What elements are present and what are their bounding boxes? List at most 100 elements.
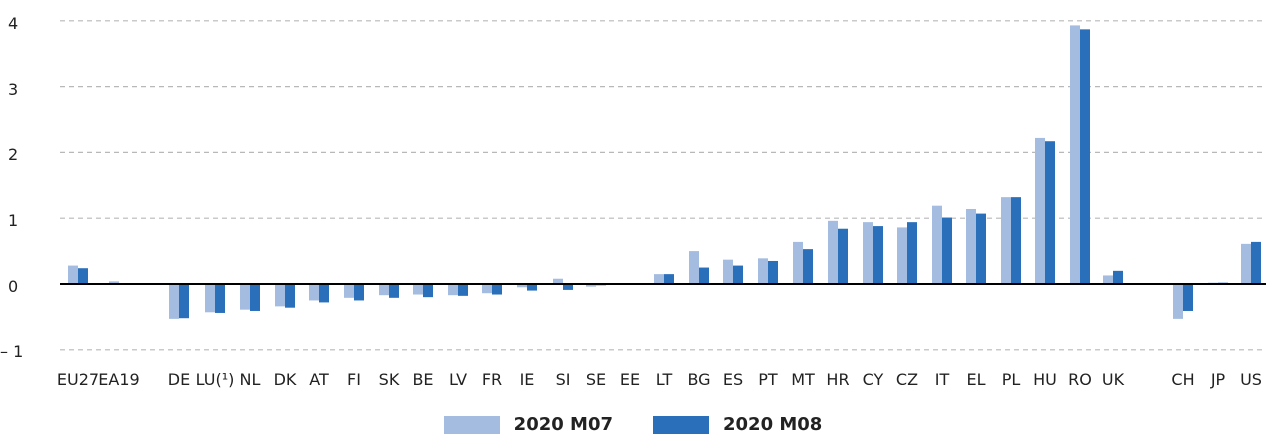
bar-m07-el bbox=[966, 208, 976, 284]
x-tick-label: CY bbox=[863, 370, 884, 389]
y-tick-label: – 1 bbox=[0, 342, 23, 361]
bar-m08-lt bbox=[664, 274, 674, 284]
bar-m07-sk bbox=[379, 284, 389, 296]
bar-m07-ie bbox=[517, 284, 527, 288]
bar-m07-si bbox=[553, 278, 563, 284]
x-tick-label: EE bbox=[620, 370, 640, 389]
bar-m07-ro bbox=[1070, 25, 1080, 284]
x-tick-label: SK bbox=[379, 370, 400, 389]
bar-m08-cz bbox=[907, 222, 917, 284]
x-tick-label: BG bbox=[687, 370, 710, 389]
x-tick-label: LT bbox=[656, 370, 673, 389]
bar-m08-fi bbox=[354, 284, 364, 301]
x-tick-label: DE bbox=[168, 370, 190, 389]
bar-m07-lu bbox=[205, 284, 215, 313]
legend-item-m07: 2020 M07 bbox=[443, 414, 613, 435]
bar-m08-hr bbox=[838, 228, 848, 284]
x-tick-label: HU bbox=[1033, 370, 1057, 389]
bar-m07-ch bbox=[1173, 284, 1183, 319]
bar-m08-lu bbox=[215, 284, 225, 313]
bar-m08-ro bbox=[1080, 29, 1090, 284]
bar-m07-bg bbox=[689, 251, 699, 284]
x-tick-label: LV bbox=[449, 370, 467, 389]
x-axis-labels: EU27 EA19 DE LU(¹) NL DK AT FI SK BE LV FR IE SI SE EE L… bbox=[57, 370, 1262, 389]
legend: 2020 M07 2020 M08 bbox=[0, 414, 1266, 435]
bar-m08-hu bbox=[1045, 141, 1055, 284]
x-tick-label: FI bbox=[347, 370, 361, 389]
x-tick-label: IT bbox=[935, 370, 950, 389]
bar-m07-cz bbox=[897, 227, 907, 284]
bar-m08-fr bbox=[492, 284, 502, 295]
bar-m07-lv bbox=[448, 284, 458, 296]
legend-swatch-m08 bbox=[653, 415, 709, 434]
bar-m08-cy bbox=[873, 226, 883, 284]
bar-m07-hu bbox=[1035, 137, 1045, 284]
y-tick-label: 1 bbox=[8, 211, 18, 230]
bar-m08-pl bbox=[1011, 197, 1021, 284]
bar-m08-at bbox=[319, 284, 329, 303]
bar-m08-si bbox=[563, 284, 573, 290]
bar-m08-uk bbox=[1113, 270, 1123, 284]
bar-m08-pt bbox=[768, 260, 778, 284]
x-tick-label: EU27 bbox=[57, 370, 99, 389]
legend-label-m08: 2020 M08 bbox=[723, 414, 823, 435]
bar-m07-pl bbox=[1001, 197, 1011, 284]
bar-m08-mt bbox=[803, 249, 813, 284]
bar-m07-fr bbox=[482, 284, 492, 294]
x-tick-label: PL bbox=[1002, 370, 1021, 389]
bar-m08-nl bbox=[250, 284, 260, 311]
x-tick-label: BE bbox=[412, 370, 433, 389]
y-tick-label: 4 bbox=[8, 14, 18, 33]
bar-m07-hr bbox=[828, 220, 838, 284]
x-tick-label: RO bbox=[1068, 370, 1092, 389]
gridlines bbox=[60, 20, 1266, 351]
bar-m07-at bbox=[309, 284, 319, 301]
x-tick-label: CZ bbox=[896, 370, 918, 389]
bar-m07-pt bbox=[758, 258, 768, 284]
bar-m08-ie bbox=[527, 284, 537, 291]
y-axis: 4 3 2 1 0 – 1 bbox=[0, 14, 23, 361]
bar-m07-cy bbox=[863, 222, 873, 284]
y-tick-label: 0 bbox=[8, 277, 18, 296]
bar-m08-ch bbox=[1183, 284, 1193, 311]
legend-item-m08: 2020 M08 bbox=[653, 414, 822, 435]
x-tick-label: DK bbox=[274, 370, 297, 389]
bar-m07-es bbox=[723, 259, 733, 284]
legend-swatch-m07 bbox=[443, 415, 500, 434]
bar-m08-lv bbox=[458, 284, 468, 296]
x-tick-label: JP bbox=[1210, 370, 1226, 389]
x-tick-label: AT bbox=[309, 370, 329, 389]
bar-m07-be bbox=[413, 284, 423, 295]
bar-m07-de bbox=[169, 284, 179, 319]
bar-m08-es bbox=[733, 265, 743, 284]
bar-m08-bg bbox=[699, 267, 709, 284]
x-tick-label: FR bbox=[482, 370, 502, 389]
bar-m08-de bbox=[179, 284, 189, 319]
x-tick-label: CH bbox=[1171, 370, 1194, 389]
x-tick-label: SE bbox=[586, 370, 606, 389]
y-tick-label: 2 bbox=[8, 145, 18, 164]
bar-m08-be bbox=[423, 284, 433, 298]
x-tick-label: EL bbox=[966, 370, 985, 389]
bar-m08-it bbox=[942, 217, 952, 284]
x-tick-label: PT bbox=[758, 370, 778, 389]
bar-m07-fi bbox=[344, 284, 354, 298]
bar-m08-us bbox=[1251, 241, 1261, 284]
x-tick-label: LU(¹) bbox=[196, 370, 235, 389]
x-tick-label: ES bbox=[723, 370, 743, 389]
bar-m07-us bbox=[1241, 243, 1251, 284]
bar-m07-dk bbox=[275, 284, 285, 307]
bar-m07-se bbox=[586, 284, 596, 287]
bar-m08-dk bbox=[285, 284, 295, 308]
bar-m07-ea19 bbox=[109, 281, 119, 284]
x-tick-label: US bbox=[1240, 370, 1262, 389]
bar-chart: 4 3 2 1 0 – 1 EU27 EA19 DE LU(¹) NL DK AT FI SK B… bbox=[0, 14, 1266, 389]
x-tick-label: IE bbox=[520, 370, 535, 389]
x-tick-label: MT bbox=[791, 370, 815, 389]
y-tick-label: 3 bbox=[8, 80, 18, 99]
bars bbox=[68, 25, 1261, 319]
x-tick-label: HR bbox=[826, 370, 849, 389]
x-tick-label: EA19 bbox=[98, 370, 139, 389]
bar-m07-lt bbox=[654, 274, 664, 284]
bar-m08-eu27 bbox=[78, 268, 88, 284]
